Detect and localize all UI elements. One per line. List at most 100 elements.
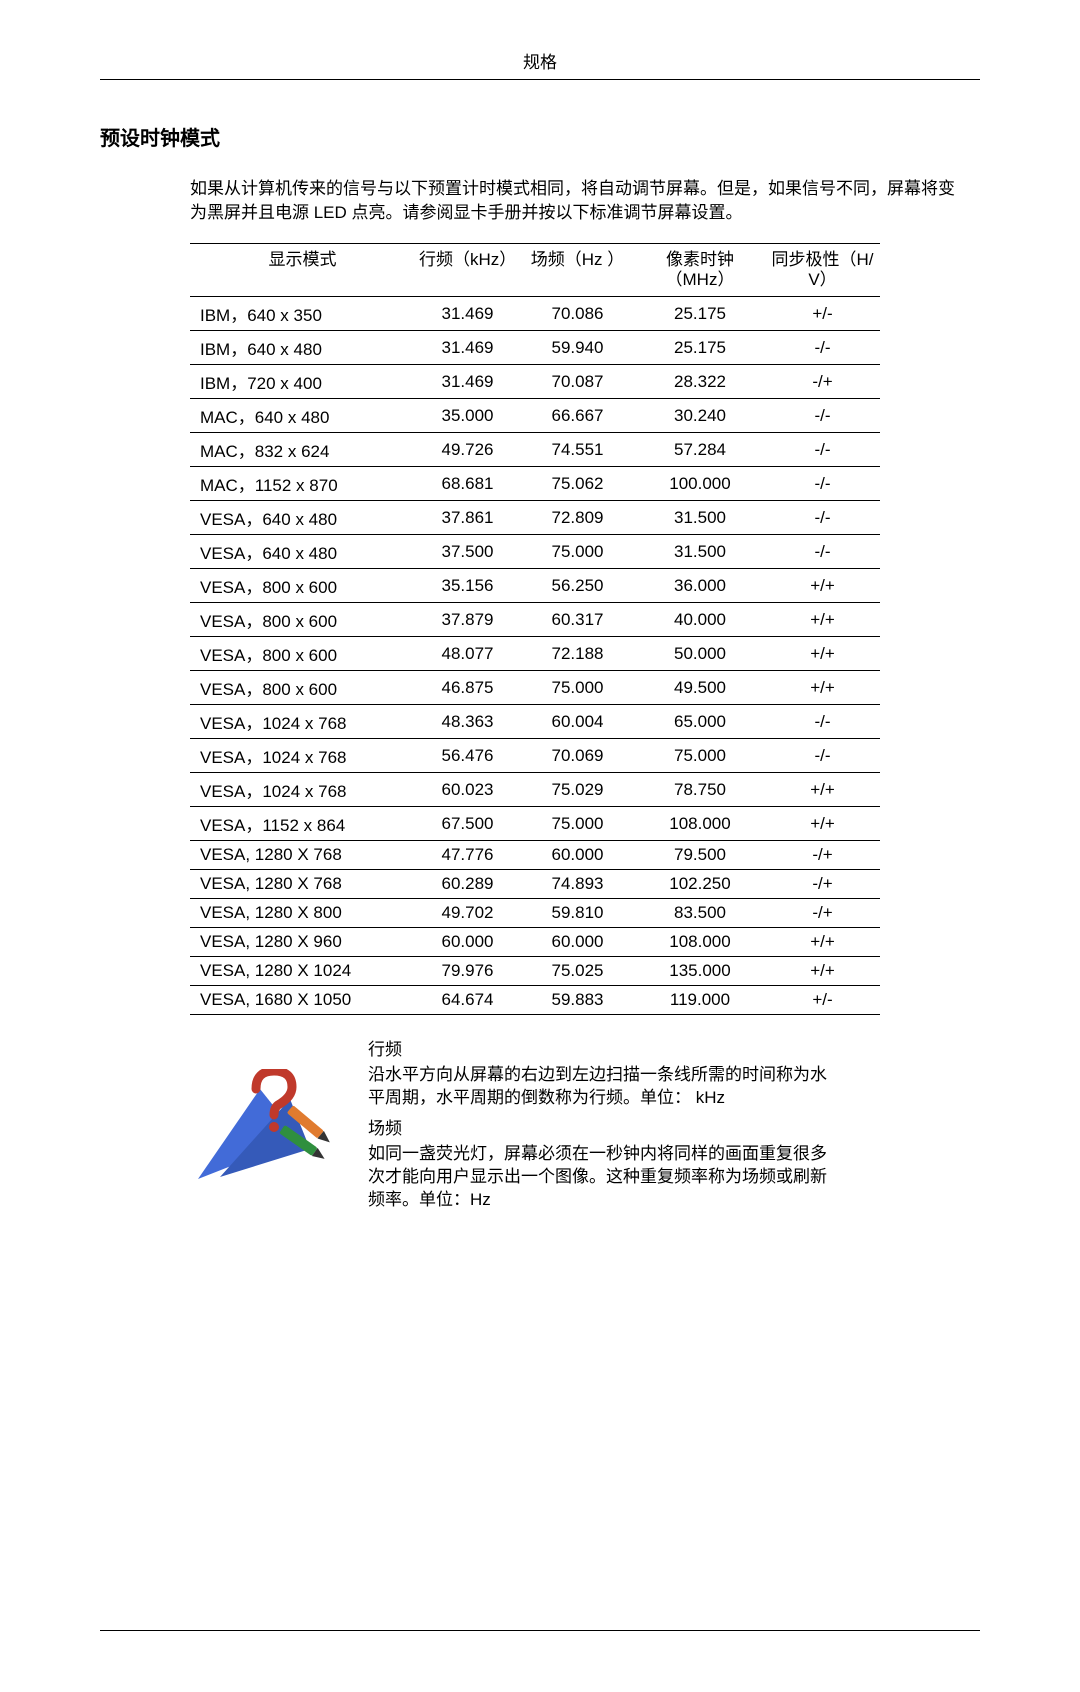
cell-v: 60.000: [520, 928, 635, 957]
cell-h: 60.000: [415, 928, 520, 957]
cell-mode: MAC，832 x 624: [190, 433, 415, 467]
cell-p: 83.500: [635, 899, 765, 928]
cell-v: 59.940: [520, 331, 635, 365]
cell-pol: +/+: [765, 957, 880, 986]
cell-mode: VESA, 1280 X 768: [190, 870, 415, 899]
cell-h: 49.702: [415, 899, 520, 928]
page-header-title: 规格: [100, 48, 980, 80]
cell-p: 75.000: [635, 739, 765, 773]
cell-p: 135.000: [635, 957, 765, 986]
table-row: MAC，1152 x 87068.68175.062100.000-/-: [190, 467, 880, 501]
cell-pol: -/-: [765, 739, 880, 773]
cell-pol: +/+: [765, 773, 880, 807]
table-row: VESA, 1280 X 80049.70259.81083.500-/+: [190, 899, 880, 928]
table-row: VESA，1024 x 76856.47670.06975.000-/-: [190, 739, 880, 773]
table-row: VESA，1152 x 86467.50075.000108.000+/+: [190, 807, 880, 841]
cell-pol: -/+: [765, 365, 880, 399]
table-row: IBM，640 x 48031.46959.94025.175-/-: [190, 331, 880, 365]
cell-v: 66.667: [520, 399, 635, 433]
table-row: VESA, 1280 X 96060.00060.000108.000+/+: [190, 928, 880, 957]
cell-v: 60.000: [520, 841, 635, 870]
table-row: VESA，800 x 60046.87575.00049.500+/+: [190, 671, 880, 705]
cell-v: 72.809: [520, 501, 635, 535]
table-row: MAC，832 x 62449.72674.55157.284-/-: [190, 433, 880, 467]
table-row: VESA，1024 x 76848.36360.00465.000-/-: [190, 705, 880, 739]
intro-paragraph: 如果从计算机传来的信号与以下预置计时模式相同，将自动调节屏幕。但是，如果信号不同…: [190, 177, 960, 225]
cell-pol: +/+: [765, 807, 880, 841]
cell-v: 56.250: [520, 569, 635, 603]
cell-p: 108.000: [635, 928, 765, 957]
cell-p: 31.500: [635, 535, 765, 569]
notes-text: 行频 沿水平方向从屏幕的右边到左边扫描一条线所需的时间称为水平周期，水平周期的倒…: [368, 1039, 838, 1220]
cell-v: 74.551: [520, 433, 635, 467]
cell-mode: VESA，640 x 480: [190, 535, 415, 569]
cell-v: 75.000: [520, 535, 635, 569]
cell-pol: +/+: [765, 637, 880, 671]
cell-pol: -/-: [765, 501, 880, 535]
th-pol: 同步极性（H/V）: [765, 243, 880, 297]
cell-p: 65.000: [635, 705, 765, 739]
cell-p: 40.000: [635, 603, 765, 637]
cell-mode: VESA, 1680 X 1050: [190, 986, 415, 1015]
cell-mode: VESA，1024 x 768: [190, 705, 415, 739]
table-row: VESA, 1280 X 102479.97675.025135.000+/+: [190, 957, 880, 986]
section-title: 预设时钟模式: [100, 122, 980, 151]
th-mode: 显示模式: [190, 243, 415, 297]
table-row: MAC，640 x 48035.00066.66730.240-/-: [190, 399, 880, 433]
cell-mode: IBM，720 x 400: [190, 365, 415, 399]
th-pclk: 像素时钟（MHz）: [635, 243, 765, 297]
cell-pol: -/-: [765, 705, 880, 739]
cell-v: 70.086: [520, 297, 635, 331]
table-row: VESA, 1280 X 76847.77660.00079.500-/+: [190, 841, 880, 870]
cell-h: 35.156: [415, 569, 520, 603]
cell-pol: +/-: [765, 297, 880, 331]
cell-mode: VESA，800 x 600: [190, 569, 415, 603]
cell-h: 48.077: [415, 637, 520, 671]
table-row: VESA，800 x 60037.87960.31740.000+/+: [190, 603, 880, 637]
table-row: VESA，1024 x 76860.02375.02978.750+/+: [190, 773, 880, 807]
cell-mode: VESA，640 x 480: [190, 501, 415, 535]
table-row: VESA，640 x 48037.50075.00031.500-/-: [190, 535, 880, 569]
cell-v: 72.188: [520, 637, 635, 671]
cell-h: 79.976: [415, 957, 520, 986]
cell-pol: -/-: [765, 433, 880, 467]
cell-h: 60.023: [415, 773, 520, 807]
table-row: VESA，800 x 60035.15656.25036.000+/+: [190, 569, 880, 603]
cell-h: 68.681: [415, 467, 520, 501]
cell-v: 75.062: [520, 467, 635, 501]
cell-pol: +/+: [765, 928, 880, 957]
cell-p: 36.000: [635, 569, 765, 603]
cell-pol: -/-: [765, 399, 880, 433]
cell-pol: +/+: [765, 603, 880, 637]
cell-mode: VESA, 1280 X 768: [190, 841, 415, 870]
cell-v: 59.810: [520, 899, 635, 928]
cell-mode: VESA, 1280 X 800: [190, 899, 415, 928]
cell-p: 25.175: [635, 297, 765, 331]
cell-pol: -/-: [765, 535, 880, 569]
cell-pol: -/+: [765, 870, 880, 899]
table-row: IBM，720 x 40031.46970.08728.322-/+: [190, 365, 880, 399]
cell-mode: VESA，1152 x 864: [190, 807, 415, 841]
cell-h: 47.776: [415, 841, 520, 870]
cell-h: 31.469: [415, 297, 520, 331]
cell-v: 60.317: [520, 603, 635, 637]
cell-mode: IBM，640 x 480: [190, 331, 415, 365]
cell-p: 49.500: [635, 671, 765, 705]
cell-mode: VESA, 1280 X 1024: [190, 957, 415, 986]
table-row: VESA, 1280 X 76860.28974.893102.250-/+: [190, 870, 880, 899]
th-hfreq: 行频（kHz）: [415, 243, 520, 297]
cell-p: 25.175: [635, 331, 765, 365]
vfreq-note-title: 场频: [368, 1118, 838, 1141]
hfreq-note-body: 沿水平方向从屏幕的右边到左边扫描一条线所需的时间称为水平周期，水平周期的倒数称为…: [368, 1064, 838, 1110]
cell-p: 100.000: [635, 467, 765, 501]
cell-pol: -/-: [765, 467, 880, 501]
table-row: VESA，640 x 48037.86172.80931.500-/-: [190, 501, 880, 535]
cell-h: 37.861: [415, 501, 520, 535]
cell-mode: IBM，640 x 350: [190, 297, 415, 331]
cell-v: 75.025: [520, 957, 635, 986]
cell-p: 50.000: [635, 637, 765, 671]
cell-p: 119.000: [635, 986, 765, 1015]
cell-pol: +/+: [765, 671, 880, 705]
cell-mode: VESA，800 x 600: [190, 603, 415, 637]
table-row: IBM，640 x 35031.46970.08625.175+/-: [190, 297, 880, 331]
